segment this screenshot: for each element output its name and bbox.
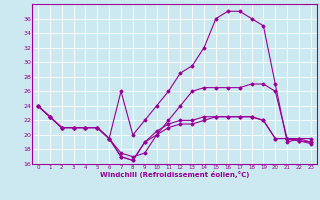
X-axis label: Windchill (Refroidissement éolien,°C): Windchill (Refroidissement éolien,°C) (100, 171, 249, 178)
